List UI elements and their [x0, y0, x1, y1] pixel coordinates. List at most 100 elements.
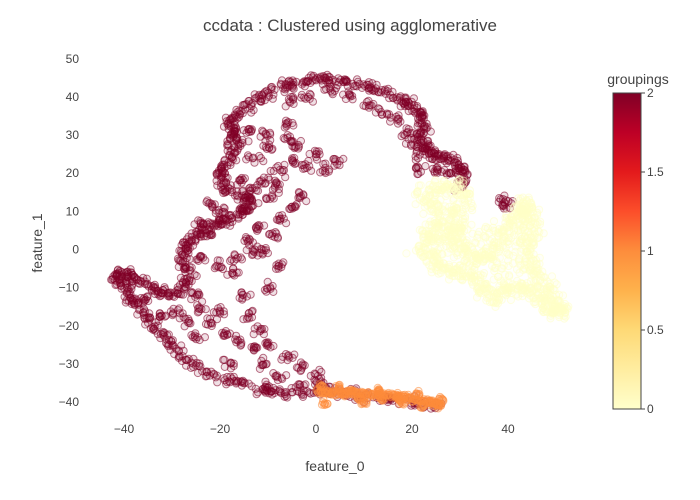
y-tick-label: 0 [72, 243, 79, 257]
colorbar-ticks: 0 0.5 1 1.5 2 [641, 86, 664, 416]
data-point [199, 232, 209, 241]
data-point [430, 256, 439, 265]
data-point [257, 361, 266, 370]
data-point [523, 247, 532, 256]
data-point [531, 255, 541, 264]
y-axis-ticks: −40 −30 −20 −10 0 10 20 30 40 50 [59, 52, 80, 409]
data-point [127, 299, 136, 309]
data-point [234, 377, 243, 386]
data-point [316, 75, 325, 84]
data-point [289, 121, 298, 130]
data-point [155, 309, 164, 318]
data-point [476, 270, 485, 279]
data-point [216, 309, 225, 318]
data-point [481, 232, 490, 241]
data-point [237, 340, 246, 349]
data-point [185, 255, 194, 264]
data-point [134, 298, 143, 307]
x-tick-label: −40 [114, 422, 135, 436]
data-point [268, 94, 277, 103]
data-point [414, 391, 423, 400]
data-point [256, 97, 265, 106]
x-tick-label: −20 [210, 422, 231, 436]
data-point [265, 143, 274, 152]
data-point [473, 230, 483, 239]
data-point [164, 289, 173, 298]
y-tick-label: −40 [59, 395, 80, 409]
data-point [253, 181, 262, 190]
y-tick-label: −10 [59, 281, 80, 295]
y-tick-label: 50 [66, 52, 80, 66]
data-point [167, 337, 176, 346]
data-point [232, 105, 241, 114]
data-point [334, 384, 343, 393]
data-point [504, 240, 513, 249]
data-point [199, 253, 208, 262]
data-point [261, 178, 270, 188]
x-tick-label: 0 [313, 422, 320, 436]
data-point [447, 210, 456, 219]
data-point [430, 167, 439, 176]
data-point [270, 183, 279, 192]
data-point [479, 257, 488, 266]
data-point [506, 295, 515, 305]
data-point [226, 372, 235, 381]
data-point [374, 387, 383, 397]
data-point [440, 264, 449, 273]
data-point [423, 123, 432, 132]
x-axis-ticks: −40 −20 0 20 40 [114, 422, 515, 436]
y-tick-label: 30 [66, 128, 80, 142]
data-point [508, 259, 518, 268]
data-point [378, 110, 387, 119]
data-point [275, 216, 284, 225]
data-point [247, 382, 256, 391]
data-point [439, 397, 448, 406]
data-point [246, 127, 255, 136]
data-point [123, 279, 132, 288]
data-point [526, 233, 535, 242]
data-point [178, 309, 187, 318]
data-point [127, 272, 136, 281]
y-tick-label: −20 [59, 319, 80, 333]
data-point [280, 390, 289, 399]
data-point [168, 311, 177, 320]
data-point [280, 392, 289, 401]
data-point [402, 124, 411, 133]
data-point [249, 106, 258, 115]
data-point [355, 394, 364, 404]
colorbar-tick-label: 1.5 [647, 165, 664, 179]
data-point [535, 220, 545, 229]
data-point [195, 303, 204, 312]
data-point [531, 297, 540, 306]
data-point [522, 207, 532, 216]
data-point [419, 399, 428, 408]
data-point [415, 241, 424, 250]
data-point [489, 217, 499, 226]
data-point [550, 297, 559, 306]
data-point [266, 166, 275, 176]
data-point [191, 292, 200, 301]
data-point [513, 285, 522, 294]
data-point [192, 335, 201, 344]
chart-title: ccdata : Clustered using agglomerative [203, 16, 497, 35]
data-point [491, 227, 500, 236]
data-point [270, 85, 279, 94]
data-point [196, 218, 205, 227]
data-point [552, 280, 561, 289]
data-point [252, 390, 261, 399]
data-point [490, 264, 499, 273]
data-point [262, 194, 271, 204]
data-point [480, 224, 490, 233]
data-point [207, 199, 216, 208]
data-point [364, 80, 373, 90]
data-point [462, 236, 471, 245]
data-point [287, 202, 296, 211]
data-point [272, 261, 281, 270]
data-point [139, 308, 148, 317]
data-point [467, 220, 476, 229]
data-point [297, 160, 306, 170]
data-point [237, 288, 246, 297]
data-point [436, 195, 445, 205]
data-point [396, 102, 405, 111]
y-axis-title: feature_1 [29, 213, 45, 272]
